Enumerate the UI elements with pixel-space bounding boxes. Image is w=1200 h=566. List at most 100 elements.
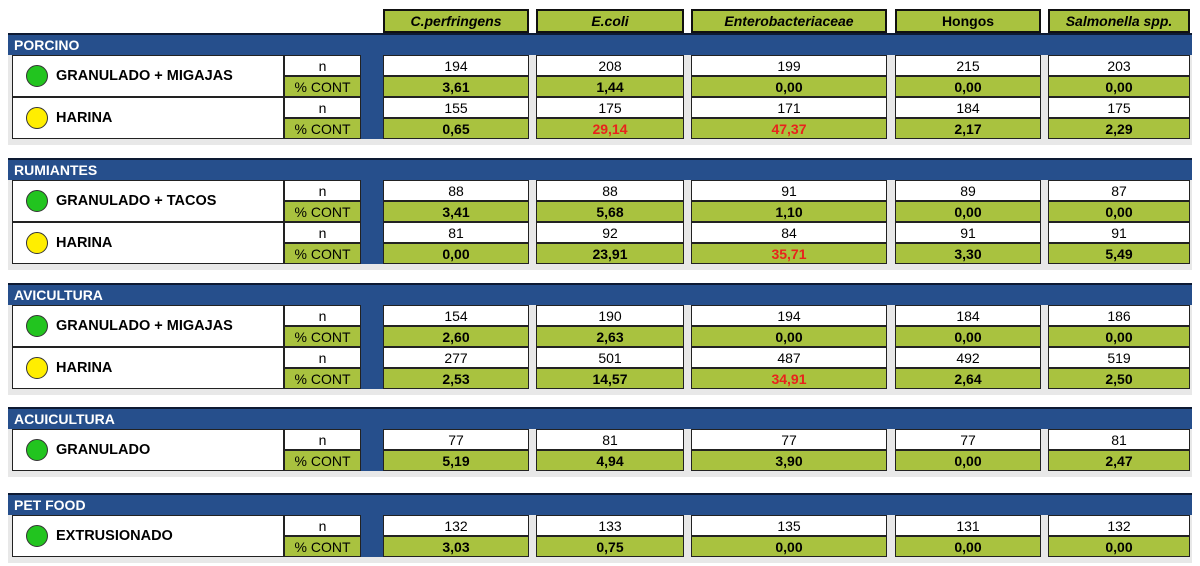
metric-label-pct: % CONT xyxy=(284,326,361,347)
value-pct: 0,00 xyxy=(691,76,887,97)
value-n: 81 xyxy=(1048,429,1190,450)
status-dot-green xyxy=(26,315,48,337)
value-pct: 4,94 xyxy=(536,450,684,471)
value-pct: 23,91 xyxy=(536,243,684,264)
value-n: 89 xyxy=(895,180,1041,201)
value-n: 175 xyxy=(536,97,684,118)
value-pct-highlight: 34,91 xyxy=(691,368,887,389)
value-n: 91 xyxy=(1048,222,1190,243)
value-pct: 0,00 xyxy=(383,243,529,264)
value-pct: 0,00 xyxy=(1048,76,1190,97)
value-pct: 0,00 xyxy=(691,536,887,557)
value-pct: 5,19 xyxy=(383,450,529,471)
value-n: 132 xyxy=(1048,515,1190,536)
value-pct: 0,75 xyxy=(536,536,684,557)
row-label: EXTRUSIONADO xyxy=(12,515,284,557)
row-label: GRANULADO + TACOS xyxy=(12,180,284,222)
row-label-text: HARINA xyxy=(56,360,113,376)
section-header: PORCINO xyxy=(8,33,1192,55)
value-n: 175 xyxy=(1048,97,1190,118)
value-pct: 0,00 xyxy=(895,450,1041,471)
value-pct: 3,03 xyxy=(383,536,529,557)
value-pct: 2,60 xyxy=(383,326,529,347)
section-header: AVICULTURA xyxy=(8,283,1192,305)
value-n: 81 xyxy=(536,429,684,450)
value-n: 194 xyxy=(691,305,887,326)
status-dot-yellow xyxy=(26,357,48,379)
column-header: Enterobacteriaceae xyxy=(691,9,887,33)
row-label: HARINA xyxy=(12,97,284,139)
metric-label-n: n xyxy=(284,180,361,201)
value-n: 492 xyxy=(895,347,1041,368)
column-header: C.perfringens xyxy=(383,9,529,33)
value-n: 184 xyxy=(895,305,1041,326)
value-n: 135 xyxy=(691,515,887,536)
value-n: 487 xyxy=(691,347,887,368)
value-n: 277 xyxy=(383,347,529,368)
section-header: RUMIANTES xyxy=(8,158,1192,180)
value-pct: 3,41 xyxy=(383,201,529,222)
value-pct: 2,64 xyxy=(895,368,1041,389)
metric-label-pct: % CONT xyxy=(284,201,361,222)
value-pct: 0,00 xyxy=(895,536,1041,557)
value-n: 154 xyxy=(383,305,529,326)
value-n: 87 xyxy=(1048,180,1190,201)
metric-label-pct: % CONT xyxy=(284,243,361,264)
row-label-text: GRANULADO + MIGAJAS xyxy=(56,68,233,84)
value-pct: 2,63 xyxy=(536,326,684,347)
value-n: 81 xyxy=(383,222,529,243)
status-dot-green xyxy=(26,525,48,547)
column-header: E.coli xyxy=(536,9,684,33)
value-n: 186 xyxy=(1048,305,1190,326)
metric-label-pct: % CONT xyxy=(284,536,361,557)
value-n: 519 xyxy=(1048,347,1190,368)
column-header: Hongos xyxy=(895,9,1041,33)
value-n: 77 xyxy=(691,429,887,450)
value-n: 190 xyxy=(536,305,684,326)
section-spine xyxy=(361,515,383,557)
value-pct: 3,61 xyxy=(383,76,529,97)
value-pct-highlight: 29,14 xyxy=(536,118,684,139)
section-spine xyxy=(361,180,383,264)
value-n: 92 xyxy=(536,222,684,243)
value-pct: 2,47 xyxy=(1048,450,1190,471)
value-pct: 0,00 xyxy=(895,76,1041,97)
value-pct: 3,30 xyxy=(895,243,1041,264)
column-header: Salmonella spp. xyxy=(1048,9,1190,33)
value-n: 132 xyxy=(383,515,529,536)
row-label-text: GRANULADO + TACOS xyxy=(56,193,217,209)
value-pct: 0,00 xyxy=(895,201,1041,222)
value-pct: 0,00 xyxy=(895,326,1041,347)
value-n: 77 xyxy=(895,429,1041,450)
value-pct: 1,44 xyxy=(536,76,684,97)
section-header: ACUICULTURA xyxy=(8,407,1192,429)
section-spine xyxy=(361,429,383,471)
value-pct: 2,53 xyxy=(383,368,529,389)
value-pct: 3,90 xyxy=(691,450,887,471)
metric-label-n: n xyxy=(284,429,361,450)
value-n: 199 xyxy=(691,55,887,76)
row-label: GRANULADO + MIGAJAS xyxy=(12,55,284,97)
row-label-text: GRANULADO + MIGAJAS xyxy=(56,318,233,334)
status-dot-yellow xyxy=(26,232,48,254)
row-label: HARINA xyxy=(12,222,284,264)
row-label-text: EXTRUSIONADO xyxy=(56,528,173,544)
metric-label-pct: % CONT xyxy=(284,450,361,471)
value-pct: 0,00 xyxy=(1048,201,1190,222)
value-pct: 5,49 xyxy=(1048,243,1190,264)
value-n: 91 xyxy=(895,222,1041,243)
value-n: 171 xyxy=(691,97,887,118)
value-n: 91 xyxy=(691,180,887,201)
row-label-text: HARINA xyxy=(56,110,113,126)
value-n: 84 xyxy=(691,222,887,243)
value-pct: 5,68 xyxy=(536,201,684,222)
metric-label-n: n xyxy=(284,347,361,368)
metric-label-pct: % CONT xyxy=(284,368,361,389)
metric-label-n: n xyxy=(284,305,361,326)
value-pct: 0,00 xyxy=(1048,536,1190,557)
metric-label-n: n xyxy=(284,222,361,243)
value-pct: 0,00 xyxy=(691,326,887,347)
value-n: 131 xyxy=(895,515,1041,536)
value-n: 208 xyxy=(536,55,684,76)
